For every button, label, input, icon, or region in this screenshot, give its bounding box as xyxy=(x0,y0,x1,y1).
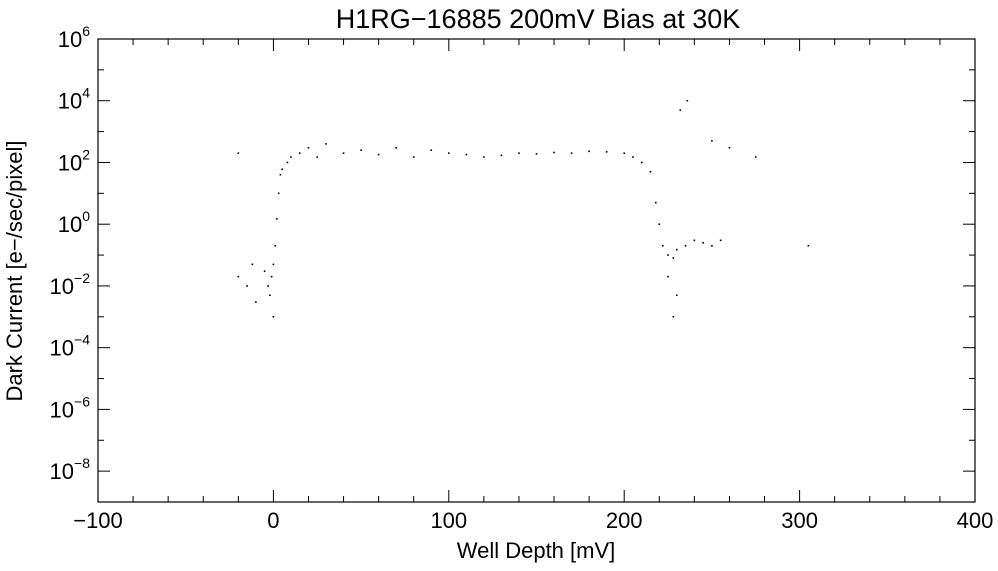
data-point xyxy=(658,223,661,225)
y-tick-label: 10−4 xyxy=(50,332,91,361)
data-point xyxy=(702,241,704,244)
data-point xyxy=(711,140,713,142)
data-point xyxy=(553,151,555,154)
x-tick-label: 400 xyxy=(957,508,994,533)
data-point xyxy=(274,244,276,247)
data-point xyxy=(807,244,810,247)
data-point xyxy=(255,301,257,303)
y-tick-label: 10−6 xyxy=(50,393,91,422)
data-point xyxy=(676,294,678,297)
data-point xyxy=(465,153,468,156)
data-point xyxy=(360,149,362,151)
data-point xyxy=(395,146,397,149)
data-point xyxy=(412,156,415,158)
data-point xyxy=(430,149,433,151)
data-point xyxy=(272,263,275,266)
x-axis-label: Well Depth [mV] xyxy=(457,538,616,563)
data-point xyxy=(342,152,345,154)
data-point xyxy=(570,152,573,154)
data-point xyxy=(237,275,240,278)
data-points xyxy=(237,99,810,318)
data-point xyxy=(684,244,687,247)
data-point xyxy=(246,285,248,287)
data-point xyxy=(518,152,520,154)
data-point xyxy=(483,156,485,158)
data-point xyxy=(686,99,689,102)
data-point xyxy=(272,316,275,318)
x-tick-label: 300 xyxy=(781,508,818,533)
data-point xyxy=(588,150,590,153)
data-point xyxy=(270,275,273,278)
data-point xyxy=(661,244,664,247)
data-point xyxy=(307,146,310,149)
plot-frame xyxy=(97,38,976,503)
data-point xyxy=(623,152,625,154)
x-tick-label: 0 xyxy=(267,508,279,533)
data-point xyxy=(377,153,380,156)
x-tick-label: 200 xyxy=(606,508,643,533)
data-point xyxy=(276,217,278,220)
data-point xyxy=(632,156,634,158)
data-point xyxy=(728,146,731,149)
data-point xyxy=(667,254,669,256)
data-point xyxy=(672,257,675,259)
data-point xyxy=(672,316,675,318)
data-point xyxy=(277,192,280,195)
data-point xyxy=(640,161,643,164)
axis-ticks: −100 0 100 200 300 400 10−8 10−6 10−4 10−2 100 102 1… xyxy=(50,23,994,533)
data-point xyxy=(267,285,269,287)
data-point xyxy=(263,270,266,273)
y-tick-label: 104 xyxy=(58,85,90,114)
y-axis-label: Dark Current [e−/sec/pixel] xyxy=(2,140,27,401)
y-tick-label: 10−8 xyxy=(50,455,91,484)
data-point xyxy=(298,152,301,154)
data-point xyxy=(719,239,722,242)
data-point xyxy=(649,170,652,173)
data-point xyxy=(448,152,450,154)
data-point xyxy=(325,143,327,145)
data-point xyxy=(279,173,282,176)
data-point xyxy=(667,275,669,278)
data-point xyxy=(693,239,696,242)
data-point xyxy=(237,152,240,154)
x-tick-label: −100 xyxy=(73,508,123,533)
y-tick-label: 102 xyxy=(58,146,90,175)
data-point xyxy=(251,263,254,266)
y-tick-label: 10−2 xyxy=(50,270,91,299)
data-point xyxy=(290,156,292,158)
data-point xyxy=(711,244,713,247)
data-point xyxy=(679,109,682,111)
x-tick-label: 100 xyxy=(430,508,467,533)
y-tick-label: 100 xyxy=(58,208,90,237)
data-point xyxy=(654,201,657,204)
chart-title: H1RG−16885 200mV Bias at 30K xyxy=(336,4,741,34)
data-point xyxy=(316,156,319,158)
data-point xyxy=(605,151,608,153)
data-point xyxy=(281,168,283,171)
data-point xyxy=(286,161,289,164)
y-tick-label: 106 xyxy=(58,23,90,52)
data-point xyxy=(754,156,757,158)
data-point xyxy=(269,294,271,297)
data-point xyxy=(676,248,678,251)
data-point xyxy=(500,154,503,157)
data-point xyxy=(535,153,538,155)
